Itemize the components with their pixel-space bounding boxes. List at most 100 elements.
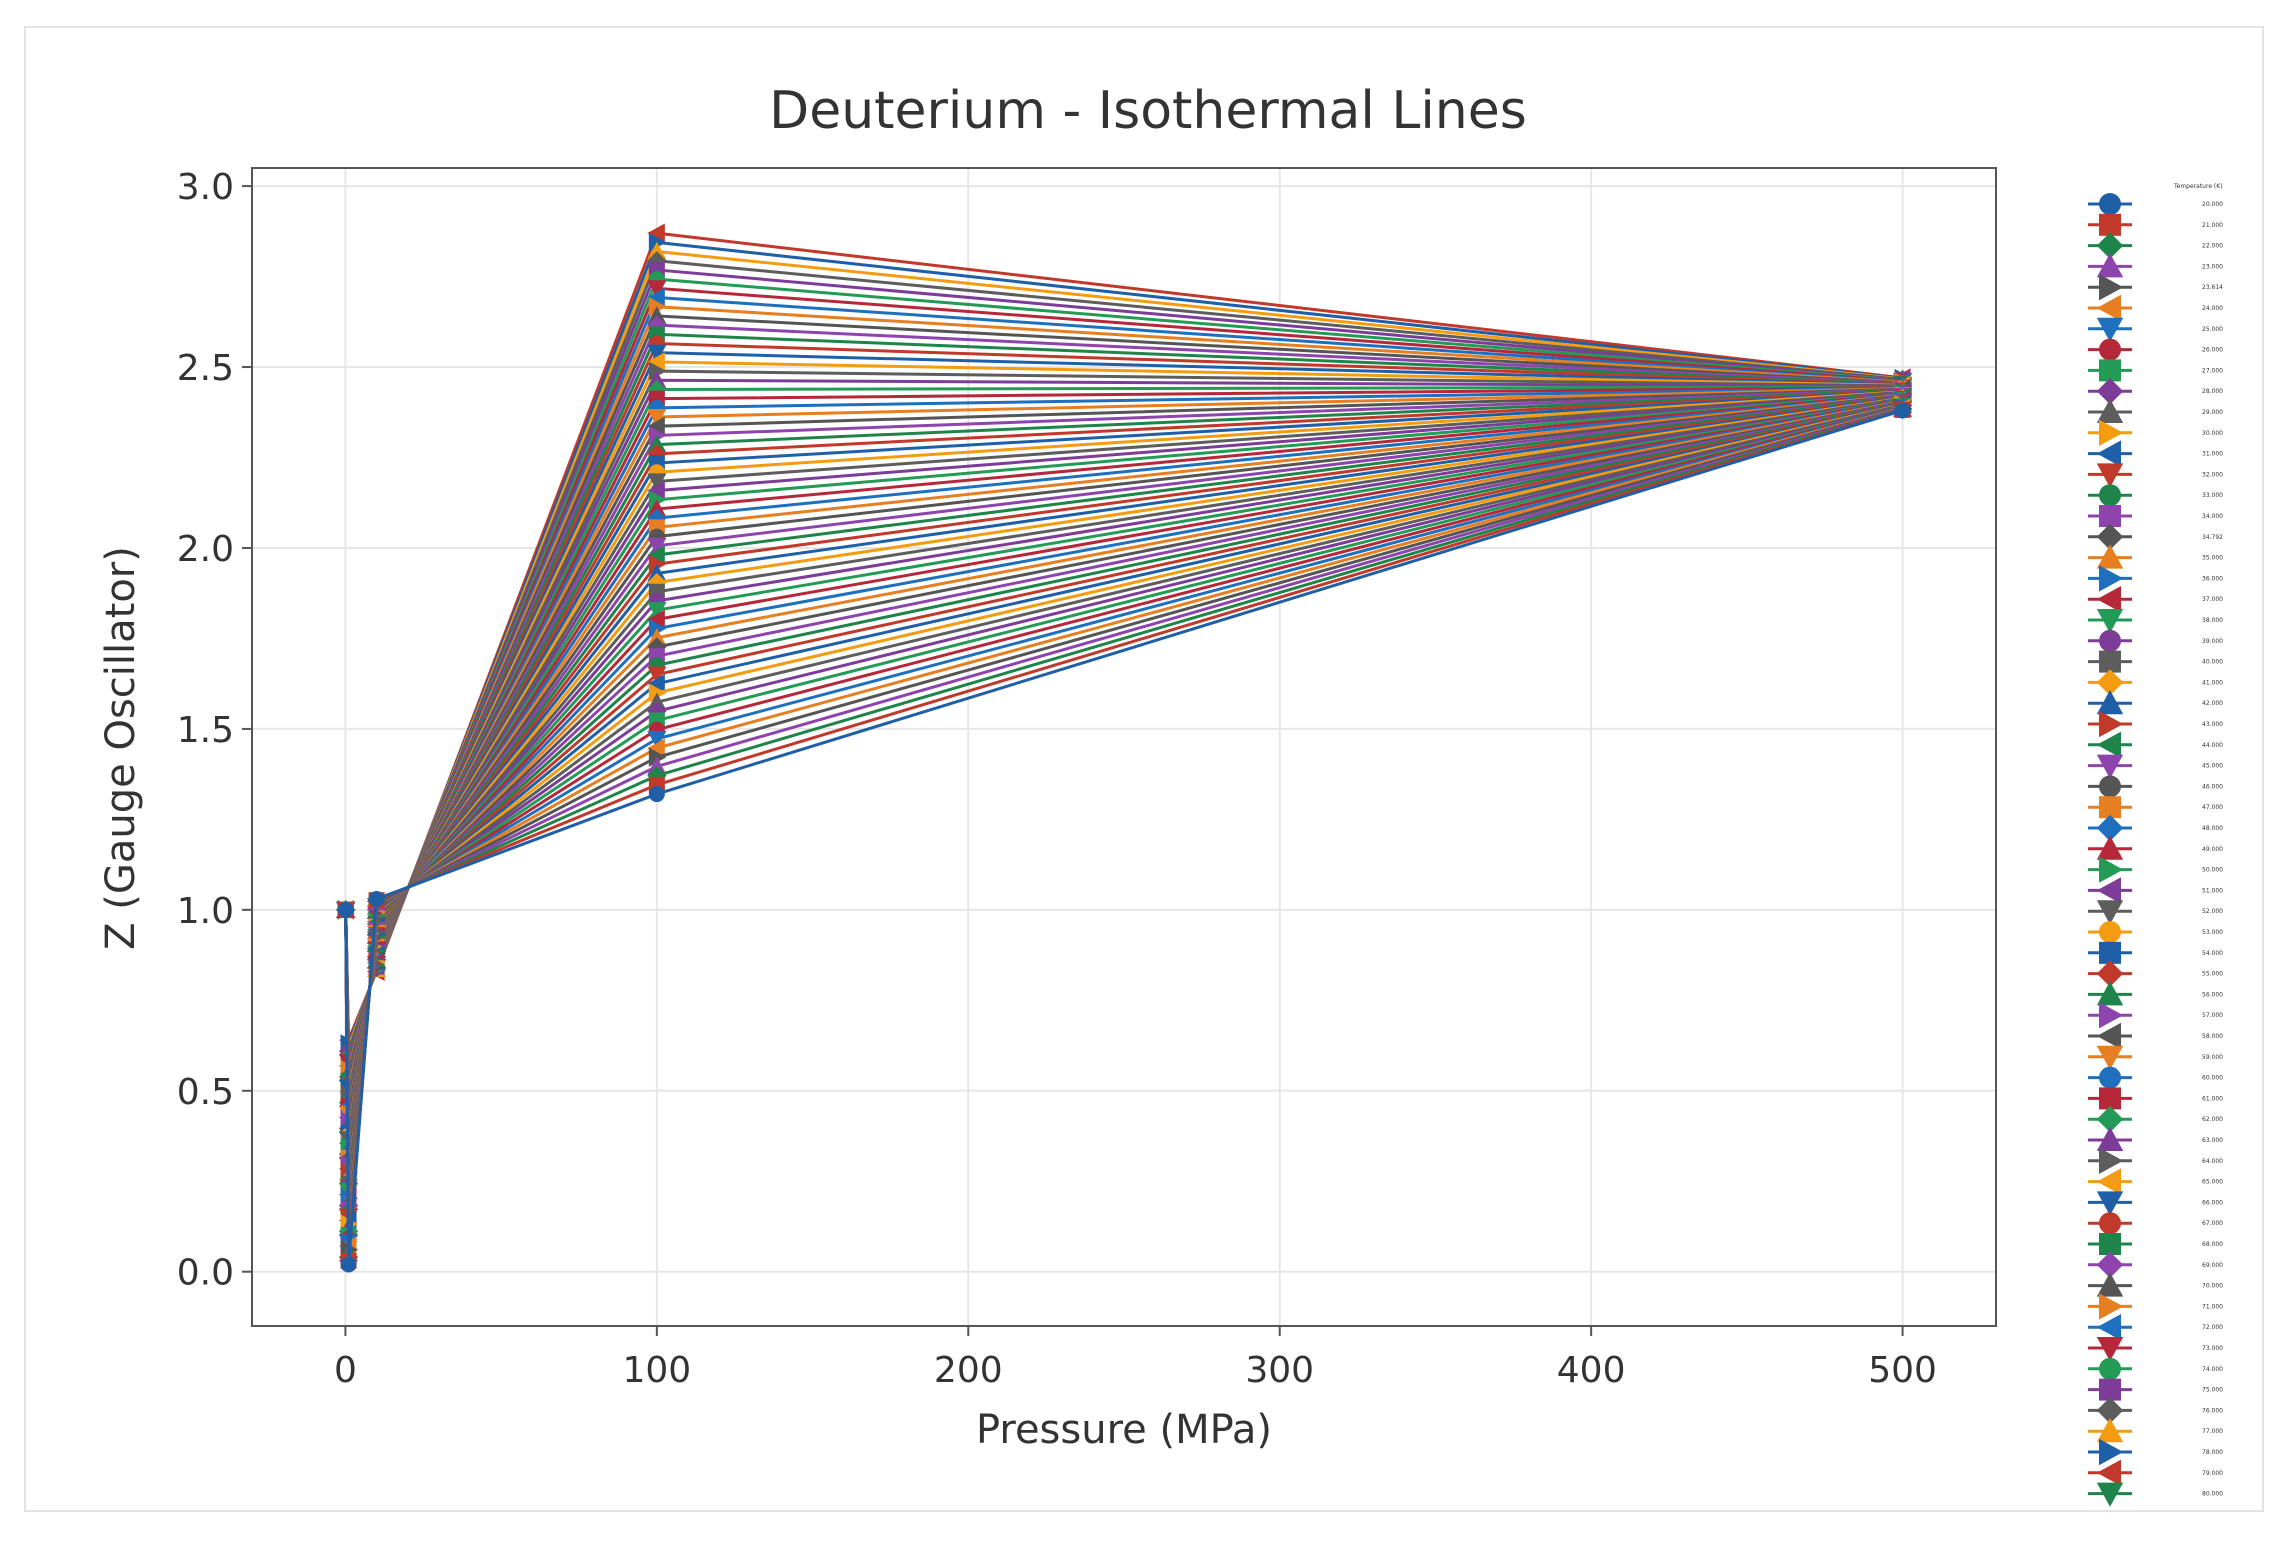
legend-item: 27.000 <box>2088 359 2223 382</box>
legend-marker <box>2099 796 2121 819</box>
legend-label: 22.000 <box>2202 243 2223 250</box>
chart-title: Deuterium - Isothermal Lines <box>769 81 1527 141</box>
legend-label: 33.000 <box>2202 492 2223 499</box>
legend-label: 23.000 <box>2202 263 2223 270</box>
legend-label: 24.000 <box>2202 305 2223 312</box>
legend-item: 23.000 <box>2088 253 2223 278</box>
legend-marker <box>2096 317 2124 342</box>
data-point <box>647 730 667 749</box>
legend-marker <box>2096 1106 2124 1133</box>
legend-marker <box>2096 814 2124 842</box>
chart-canvas: Deuterium - Isothermal Lines 0 100 200 300 4… <box>98 81 2223 1507</box>
legend-item: 39.000 <box>2088 629 2223 652</box>
data-point <box>647 499 667 517</box>
legend-marker <box>2096 440 2121 467</box>
legend-marker <box>2099 274 2124 301</box>
legend-label: 38.000 <box>2202 617 2223 624</box>
data-point <box>647 287 665 308</box>
legend-item: 66.000 <box>2088 1191 2223 1216</box>
x-tick-label: 0 <box>334 1350 357 1391</box>
legend-label: 73.000 <box>2202 1345 2223 1352</box>
legend-marker <box>2096 731 2121 758</box>
legend-label: 70.000 <box>2202 1283 2223 1290</box>
legend-marker <box>2096 398 2124 423</box>
legend-label: 35.000 <box>2202 555 2223 562</box>
data-point <box>647 545 665 565</box>
legend-item: 37.000 <box>2088 586 2223 613</box>
data-point <box>647 481 665 501</box>
legend-label: 61.000 <box>2202 1095 2223 1102</box>
legend-label: 37.000 <box>2202 596 2223 603</box>
legend-item: 42.000 <box>2088 690 2223 715</box>
legend-item: 77.000 <box>2088 1418 2223 1443</box>
y-tick-label: 2.5 <box>177 348 234 389</box>
legend-label: 36.000 <box>2202 575 2223 582</box>
legend-label: 80.000 <box>2202 1491 2223 1498</box>
legend-item: 69.000 <box>2088 1251 2223 1278</box>
legend-label: 58.000 <box>2202 1033 2223 1040</box>
legend-item: 60.000 <box>2088 1066 2223 1089</box>
legend-item: 23.614 <box>2088 274 2223 301</box>
legend-marker <box>2096 523 2124 550</box>
data-point <box>647 352 665 372</box>
legend-item: 59.000 <box>2088 1045 2223 1070</box>
legend-marker <box>2096 1045 2124 1070</box>
legend-item: 45.000 <box>2088 754 2223 779</box>
legend-marker <box>2096 253 2124 278</box>
legend-label: 21.000 <box>2202 222 2223 229</box>
legend-label: 34.000 <box>2202 513 2223 520</box>
series-layer <box>336 223 1913 1273</box>
legend-label: 54.000 <box>2202 950 2223 957</box>
legend-label: 39.000 <box>2202 638 2223 645</box>
series-line <box>337 402 1911 1273</box>
legend-marker <box>2096 586 2121 613</box>
legend-item: 34.792 <box>2088 523 2223 550</box>
legend-marker <box>2096 1397 2124 1424</box>
legend-marker <box>2099 941 2121 964</box>
legend-item: 79.000 <box>2088 1459 2223 1486</box>
legend-item: 20.000 <box>2088 193 2223 215</box>
data-point <box>648 425 667 446</box>
legend-item: 80.000 <box>2088 1482 2223 1507</box>
legend-marker <box>2096 1314 2121 1341</box>
x-tick-label: 300 <box>1245 1350 1314 1391</box>
legend-marker <box>2099 775 2121 798</box>
legend-marker <box>2096 378 2124 405</box>
legend-item: 61.000 <box>2088 1087 2223 1110</box>
legend-item: 74.000 <box>2088 1357 2223 1380</box>
data-point <box>648 361 667 381</box>
data-point <box>648 554 667 574</box>
legend-item: 21.000 <box>2088 213 2223 236</box>
data-point <box>1894 402 1911 419</box>
data-point <box>647 370 667 389</box>
data-point <box>647 666 667 685</box>
legend-marker <box>2096 609 2124 634</box>
legend-item: 31.000 <box>2088 440 2223 467</box>
legend-label: 20.000 <box>2202 201 2223 208</box>
legend-item: 65.000 <box>2088 1168 2223 1195</box>
y-axis: 0.0 0.5 1.0 1.5 2.0 2.5 3.0 <box>177 167 252 1294</box>
legend-marker <box>2096 669 2124 696</box>
legend-marker <box>2096 1337 2124 1362</box>
legend-label: 72.000 <box>2202 1324 2223 1331</box>
legend-item: 48.000 <box>2088 814 2223 842</box>
legend-label: 45.000 <box>2202 763 2223 770</box>
legend-item: 28.000 <box>2088 378 2223 405</box>
legend-label: 25.000 <box>2202 326 2223 333</box>
legend-marker <box>2099 1147 2124 1174</box>
legend-label: 65.000 <box>2202 1179 2223 1186</box>
x-tick-label: 500 <box>1868 1350 1937 1391</box>
y-tick-label: 1.5 <box>177 710 234 751</box>
legend-marker <box>2099 710 2124 738</box>
legend-label: 34.792 <box>2202 534 2223 541</box>
legend-marker <box>2099 856 2124 883</box>
legend-item: 46.000 <box>2088 775 2223 798</box>
data-point <box>647 637 667 657</box>
legend-label: 26.000 <box>2202 347 2223 354</box>
legend-item: 52.000 <box>2088 900 2223 925</box>
legend-marker <box>2096 294 2121 322</box>
legend-label: 44.000 <box>2202 742 2223 749</box>
legend-item: 36.000 <box>2088 565 2223 592</box>
legend-label: 64.000 <box>2202 1158 2223 1165</box>
data-point <box>647 756 667 775</box>
